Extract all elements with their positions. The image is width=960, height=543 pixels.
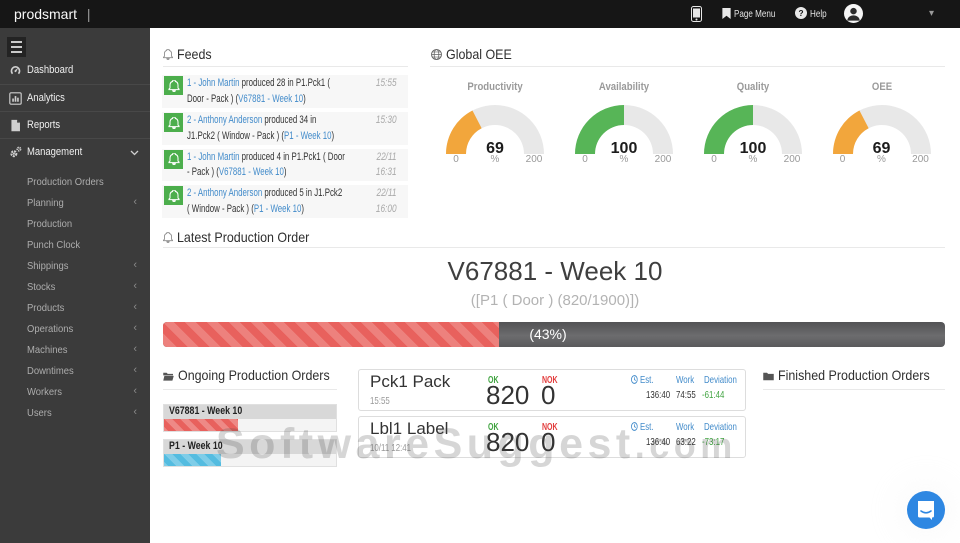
svg-text:?: ? <box>798 8 803 18</box>
